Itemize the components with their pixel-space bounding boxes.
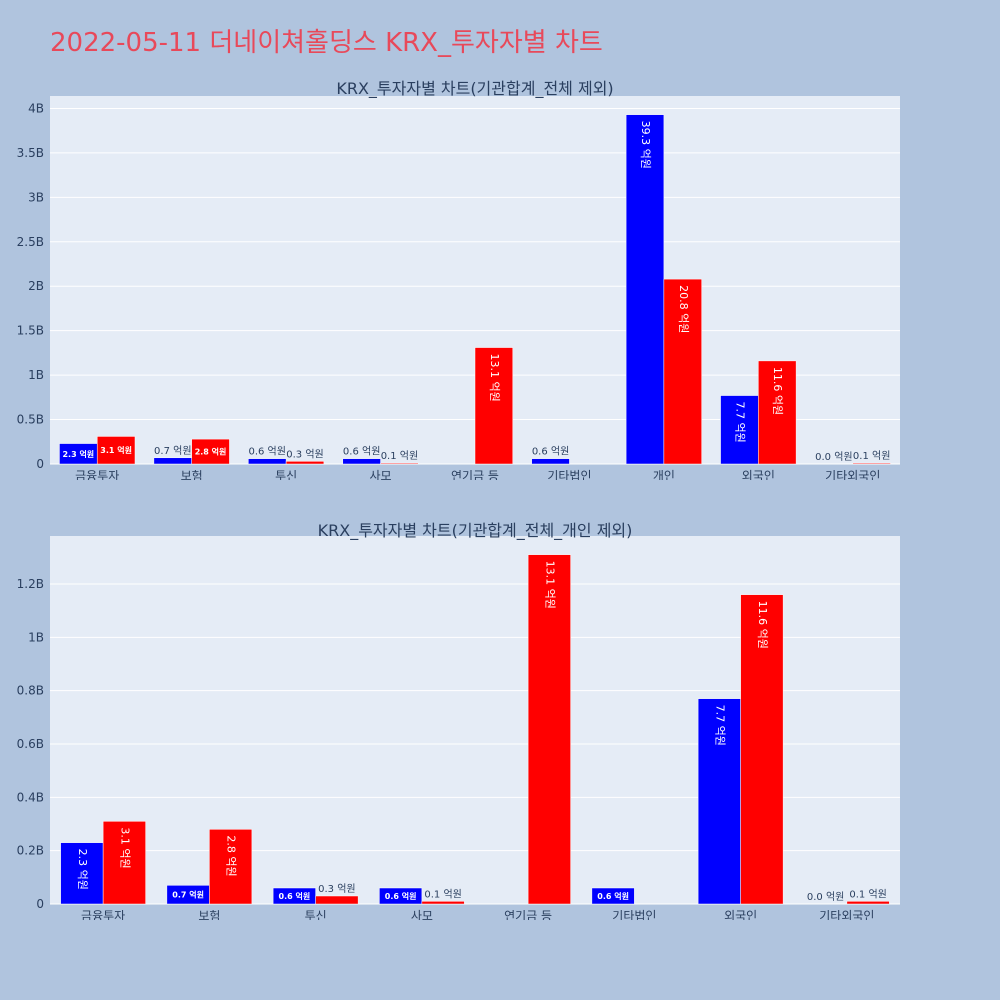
bar-label: 0.1 억원	[424, 888, 461, 900]
bar-label: 7.7 억원	[733, 402, 746, 443]
y-tick-label: 1B	[28, 630, 44, 644]
x-tick-label: 금융투자	[81, 909, 125, 920]
bar-label: 0.6 억원	[248, 446, 285, 458]
bar-label: 2.3 억원	[76, 849, 89, 890]
chart-top: KRX_투자자별 차트(기관합계_전체 제외) 0 0.5B 1B 1.5B 2B 2.5B…	[17, 79, 900, 480]
bar	[740, 594, 784, 905]
bar-label: 0.6 억원	[385, 891, 417, 901]
bar-label: 3.1 억원	[118, 827, 131, 868]
y-tick-label: 0.2B	[17, 844, 44, 858]
bar	[380, 462, 419, 465]
y-tick-label: 2.5B	[17, 235, 44, 249]
bar	[60, 842, 104, 905]
bar	[191, 438, 230, 465]
bar-label: 0.3 억원	[286, 448, 323, 460]
bar-label: 0.0 억원	[815, 451, 852, 463]
bar	[209, 829, 253, 905]
x-tick-label: 보험	[181, 469, 203, 480]
bar-label: 0.6 억원	[532, 446, 569, 458]
bar-label: 2.3 억원	[62, 449, 94, 459]
bar-label: 13.1 억원	[543, 561, 556, 609]
bar-label: 2.8 억원	[195, 447, 227, 457]
bar-label: 0.6 억원	[343, 446, 380, 458]
chart-bottom: KRX_투자자별 차트(기관합계_전체_개인 제외) 0 0.2B 0.4B 0.6B 0…	[17, 521, 900, 920]
bar	[697, 698, 741, 905]
y-tick-label: 3B	[28, 190, 44, 204]
bar	[248, 458, 287, 465]
x-tick-label: 사모	[411, 909, 433, 920]
y-tick-label: 1.2B	[17, 577, 44, 591]
bar	[342, 458, 381, 465]
bar	[758, 360, 797, 465]
bar	[846, 901, 890, 905]
bar-label: 0.6 억원	[597, 891, 629, 901]
x-tick-label: 개인	[653, 469, 675, 480]
bar	[591, 887, 635, 905]
bar-label: 0.1 억원	[853, 450, 890, 462]
x-tick-label: 투신	[305, 909, 327, 920]
bar-label: 20.8 억원	[677, 285, 690, 333]
bar	[663, 278, 702, 465]
bar-label: 11.6 억원	[771, 367, 784, 415]
x-tick-label: 투신	[275, 469, 297, 480]
x-tick-label: 외국인	[724, 909, 757, 920]
bar-label: 0.0 억원	[807, 891, 844, 903]
bar	[285, 461, 325, 465]
y-tick-label: 0	[36, 897, 44, 911]
bar	[474, 347, 514, 465]
bar-label: 3.1 억원	[100, 445, 132, 455]
bar-label: 13.1 억원	[488, 354, 501, 402]
y-tick-label: 1B	[28, 368, 44, 382]
bar	[379, 887, 423, 905]
bar	[153, 457, 192, 465]
x-tick-label: 외국인	[742, 469, 775, 480]
x-tick-label: 기타법인	[612, 909, 656, 920]
chart-subtitle: KRX_투자자별 차트(기관합계_전체_개인 제외)	[318, 521, 633, 541]
y-tick-label: 1.5B	[17, 324, 44, 338]
bar-label: 11.6 억원	[756, 601, 769, 649]
x-tick-label: 금융투자	[75, 469, 119, 480]
x-tick-label: 기타외국인	[819, 909, 874, 920]
bar	[625, 114, 665, 465]
bar-label: 0.1 억원	[381, 450, 418, 462]
main-title: 2022-05-11 더네이쳐홀딩스 KRX_투자자별 차트	[50, 28, 603, 58]
bar-label: 0.7 억원	[154, 445, 191, 457]
y-tick-label: 0.6B	[17, 737, 44, 751]
bar-label: 0.6 억원	[279, 891, 311, 901]
bar	[421, 901, 465, 905]
y-tick-label: 0	[36, 457, 44, 471]
bar-label: 2.8 억원	[225, 835, 238, 876]
bar-label: 7.7 억원	[713, 705, 726, 746]
y-tick-label: 0.5B	[17, 413, 44, 427]
bar	[720, 395, 759, 465]
x-tick-label: 기타법인	[547, 469, 591, 480]
x-tick-label: 연기금 등	[451, 469, 499, 480]
chart-subtitle: KRX_투자자별 차트(기관합계_전체 제외)	[336, 79, 613, 99]
y-tick-label: 2B	[28, 279, 44, 293]
bar-label: 0.7 억원	[172, 890, 204, 900]
y-tick-label: 3.5B	[17, 146, 44, 160]
y-tick-label: 0.4B	[17, 790, 44, 804]
y-tick-label: 4B	[28, 101, 44, 115]
bar	[531, 458, 570, 465]
bar-label: 0.1 억원	[849, 888, 886, 900]
bar	[527, 554, 571, 905]
y-tick-label: 0.8B	[17, 684, 44, 698]
bar	[96, 436, 136, 465]
x-tick-label: 사모	[370, 469, 392, 480]
bar	[102, 821, 146, 905]
x-tick-label: 연기금 등	[504, 909, 552, 920]
bar-label: 39.3 억원	[639, 121, 652, 169]
bar	[852, 462, 891, 465]
bar-label: 0.3 억원	[318, 883, 355, 895]
x-tick-label: 기타외국인	[825, 469, 880, 480]
bar	[315, 895, 359, 905]
x-tick-label: 보험	[198, 909, 220, 920]
